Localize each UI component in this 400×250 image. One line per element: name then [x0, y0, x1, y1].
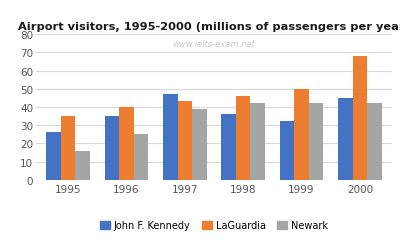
Bar — [104, 116, 119, 180]
Bar — [250, 104, 265, 180]
Bar — [280, 122, 294, 180]
Title: Airport visitors, 1995-2000 (millions of passengers per year): Airport visitors, 1995-2000 (millions of… — [18, 22, 400, 32]
Bar — [46, 133, 61, 180]
Bar — [119, 108, 134, 180]
Bar — [294, 89, 309, 180]
Text: www.ielts-exam.net: www.ielts-exam.net — [172, 39, 256, 48]
Bar — [134, 135, 148, 180]
Bar — [309, 104, 324, 180]
Bar — [163, 95, 178, 180]
Bar — [61, 116, 75, 180]
Bar — [178, 102, 192, 180]
Bar — [353, 57, 367, 180]
Bar — [192, 109, 207, 180]
Bar — [221, 115, 236, 180]
Bar — [236, 96, 250, 180]
Bar — [338, 98, 353, 180]
Bar — [75, 151, 90, 180]
Bar — [367, 104, 382, 180]
Legend: John F. Kennedy, LaGuardia, Newark: John F. Kennedy, LaGuardia, Newark — [96, 217, 332, 234]
